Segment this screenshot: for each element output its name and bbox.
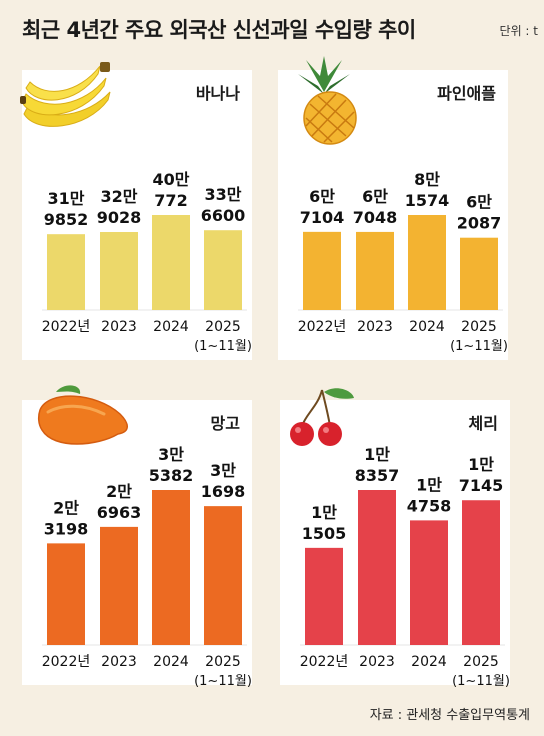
bar-value-label: 9852	[44, 210, 89, 229]
bar-value-label: 8만	[414, 170, 440, 189]
bar-value-label: 5382	[149, 466, 194, 485]
bar	[152, 490, 190, 645]
unit-label: 단위 : t	[499, 24, 538, 38]
category-label: 2023	[101, 319, 137, 335]
bar	[356, 231, 394, 310]
category-label: 2022년	[42, 319, 91, 335]
bar-value-label: 6만	[466, 193, 492, 212]
bar	[47, 234, 85, 310]
mango-chart: 2만 3198 2022년 2만 6963 2023 3만 5382 2024 3만 1698 202…	[42, 445, 252, 689]
category-label: 2023	[359, 654, 395, 670]
bar-value-label: 772	[154, 191, 187, 210]
bar-value-label: 1만	[416, 475, 442, 494]
bar	[303, 231, 341, 310]
pineapple-chart: 6만 7104 2022년 6만 7048 2023 8만 1574 2024 6만 2087 202…	[298, 170, 508, 354]
cherry-panel: 체리 1만 1505 2022년 1만 8357 2023 1만 4758 2024 1만 7145…	[280, 388, 510, 689]
bar-value-label: 7048	[353, 208, 398, 227]
category-label: 2025	[205, 319, 241, 335]
bar-value-label: 7104	[300, 208, 345, 227]
bar-value-label: 6만	[309, 187, 335, 206]
bar-value-label: 1만	[311, 503, 337, 522]
bar-value-label: 6만	[362, 187, 388, 206]
bar-value-label: 3198	[44, 519, 89, 538]
category-note: (1~11월)	[450, 339, 508, 354]
category-label: 2022년	[42, 654, 91, 670]
banana-chart: 31만 9852 2022년 32만 9028 2023 40만 772 2024 33만 6600…	[42, 170, 252, 354]
bar	[305, 547, 343, 645]
panel-title: 망고	[210, 414, 240, 433]
bar	[460, 237, 498, 310]
bar	[204, 506, 242, 645]
bar-value-label: 8357	[355, 466, 400, 485]
cherry-chart: 1만 1505 2022년 1만 8357 2023 1만 4758 2024 1만 7145 202…	[300, 445, 510, 689]
mango-icon	[37, 385, 128, 445]
source-note: 자료 : 관세청 수출입무역통계	[369, 708, 530, 723]
page-title: 최근 4년간 주요 외국산 신선과일 수입량 추이	[22, 18, 416, 42]
category-label: 2025	[463, 654, 499, 670]
bar-value-label: 7145	[459, 476, 504, 495]
bar-value-label: 1574	[405, 191, 450, 210]
bar	[152, 215, 190, 310]
category-label: 2023	[101, 654, 137, 670]
category-label: 2022년	[298, 319, 347, 335]
bar-value-label: 3만	[158, 445, 184, 464]
bar-value-label: 6600	[201, 206, 246, 225]
panel-title: 바나나	[195, 84, 240, 103]
panel-title: 파인애플	[437, 84, 496, 103]
bar-value-label: 6963	[97, 503, 142, 522]
bar-value-label: 1698	[201, 482, 246, 501]
category-label: 2024	[411, 654, 447, 670]
bar	[408, 215, 446, 310]
bar-value-label: 1만	[364, 445, 390, 464]
bar-value-label: 1만	[468, 455, 494, 474]
bar	[204, 230, 242, 310]
bar-value-label: 2만	[106, 482, 132, 501]
bar-value-label: 1505	[302, 524, 347, 543]
bar-value-label: 40만	[153, 170, 190, 189]
category-label: 2023	[357, 319, 393, 335]
category-note: (1~11월)	[194, 339, 252, 354]
category-label: 2024	[153, 319, 189, 335]
banana-icon	[20, 62, 111, 127]
bar-value-label: 2만	[53, 498, 79, 517]
bar	[410, 520, 448, 645]
cherry-icon	[290, 388, 354, 446]
bar-value-label: 3만	[210, 461, 236, 480]
category-label: 2025	[205, 654, 241, 670]
bar-value-label: 32만	[101, 187, 138, 206]
bar	[462, 500, 500, 645]
bar	[100, 526, 138, 645]
pineapple-panel: 파인애플 6만 7104 2022년 6만 7048 2023 8만 1574 2024 6만 20…	[278, 56, 508, 360]
category-label: 2022년	[300, 654, 349, 670]
category-note: (1~11월)	[194, 674, 252, 689]
category-label: 2025	[461, 319, 497, 335]
bar-value-label: 4758	[407, 496, 452, 515]
banana-panel: 바나나 31만 9852 2022년 32만 9028 2023 40만 772 2024 33만…	[20, 62, 252, 360]
category-label: 2024	[409, 319, 445, 335]
pineapple-icon	[298, 56, 357, 145]
category-note: (1~11월)	[452, 674, 510, 689]
category-label: 2024	[153, 654, 189, 670]
bar-value-label: 31만	[48, 189, 85, 208]
bar-value-label: 33만	[205, 185, 242, 204]
bar-value-label: 9028	[97, 208, 142, 227]
bar	[47, 543, 85, 645]
bar-value-label: 2087	[457, 214, 502, 233]
bar	[100, 232, 138, 310]
panel-title: 체리	[468, 414, 498, 433]
bar	[358, 490, 396, 645]
mango-panel: 망고 2만 3198 2022년 2만 6963 2023 3만 5382 2024 3만 1698…	[22, 385, 252, 689]
